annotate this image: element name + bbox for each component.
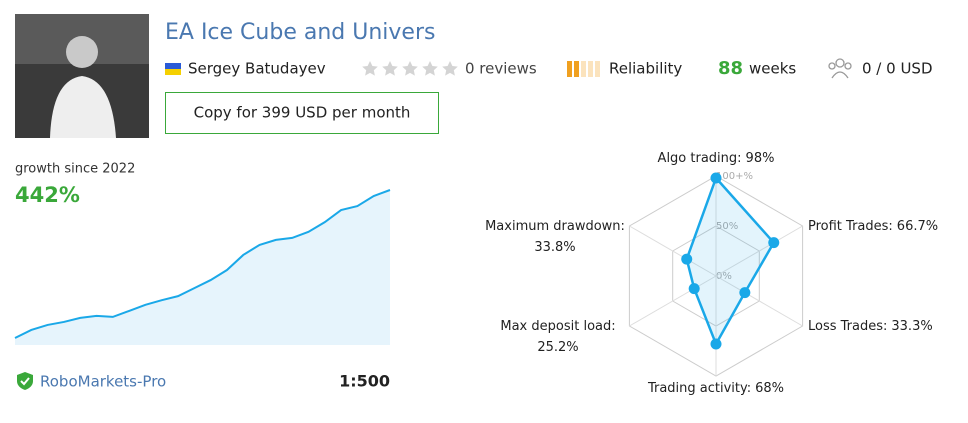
radar-value-label: 98% xyxy=(746,151,775,166)
subscribers: 0 / 0 USD xyxy=(862,60,933,78)
radar-point xyxy=(710,338,722,350)
signal-title[interactable]: EA Ice Cube and Univers xyxy=(165,20,435,45)
radar-point xyxy=(681,253,693,265)
reviews[interactable]: 0 reviews xyxy=(465,60,537,78)
growth-area xyxy=(15,190,390,345)
copy-button-label[interactable]: Copy for 399 USD per month xyxy=(194,104,411,122)
radar-point xyxy=(739,287,751,299)
broker[interactable]: RoboMarkets-Pro xyxy=(40,373,166,391)
growth-title: growth since 2022 xyxy=(15,162,135,177)
radar-spoke xyxy=(715,225,803,277)
radar-point xyxy=(710,172,722,184)
leverage: 1:500 xyxy=(339,372,390,391)
broker-icon xyxy=(17,372,33,390)
radar-category: Profit Trades: xyxy=(808,219,893,234)
radar-label: Profit Trades: 66.7% xyxy=(808,219,938,234)
radar-tick-label: 0% xyxy=(716,271,732,282)
avatar xyxy=(15,14,149,138)
radar-value-label: 66.7% xyxy=(897,219,938,234)
weeks-unit: weeks xyxy=(749,60,796,78)
growth-total: 442% xyxy=(15,183,80,207)
radar-value-label: 25.2% xyxy=(537,340,578,355)
subscribers-icon xyxy=(828,58,852,79)
reliability-bar xyxy=(567,61,600,77)
radar-point xyxy=(688,283,700,295)
reliability: Reliability xyxy=(609,60,682,78)
radar-label: Loss Trades: 33.3% xyxy=(808,319,933,334)
radar-category: Max deposit load: xyxy=(500,319,615,334)
stars xyxy=(362,61,458,76)
growth-line xyxy=(14,189,391,339)
radar-category: Loss Trades: xyxy=(808,319,887,334)
radar-spoke xyxy=(629,275,717,327)
radar-label: Trading activity: 68% xyxy=(647,381,784,396)
radar-area xyxy=(685,175,776,347)
radar-category: Maximum drawdown: xyxy=(485,219,625,234)
radar-point xyxy=(768,237,780,249)
radar-value-label: 68% xyxy=(755,381,784,396)
radar-category: Trading activity: xyxy=(647,381,751,396)
radar-label: Maximum drawdown: 33.8% xyxy=(485,219,625,255)
author[interactable]: Sergey Batudayev xyxy=(188,60,326,78)
radar-spoke xyxy=(629,225,717,277)
flag xyxy=(165,63,181,75)
radar-label: Max deposit load: 25.2% xyxy=(500,319,615,355)
radar-value-label: 33.3% xyxy=(891,319,932,334)
radar-label: Algo trading: 98% xyxy=(658,151,775,166)
weeks-value: 88 xyxy=(718,58,743,79)
radar-category: Algo trading: xyxy=(658,151,742,166)
radar-spoke xyxy=(715,275,803,327)
radar-value-label: 33.8% xyxy=(534,240,575,255)
radar-tick-label: 100+% xyxy=(716,171,753,182)
copy-button[interactable]: Copy for 399 USD per month xyxy=(165,92,439,134)
radar-tick-label: 50% xyxy=(716,221,738,232)
